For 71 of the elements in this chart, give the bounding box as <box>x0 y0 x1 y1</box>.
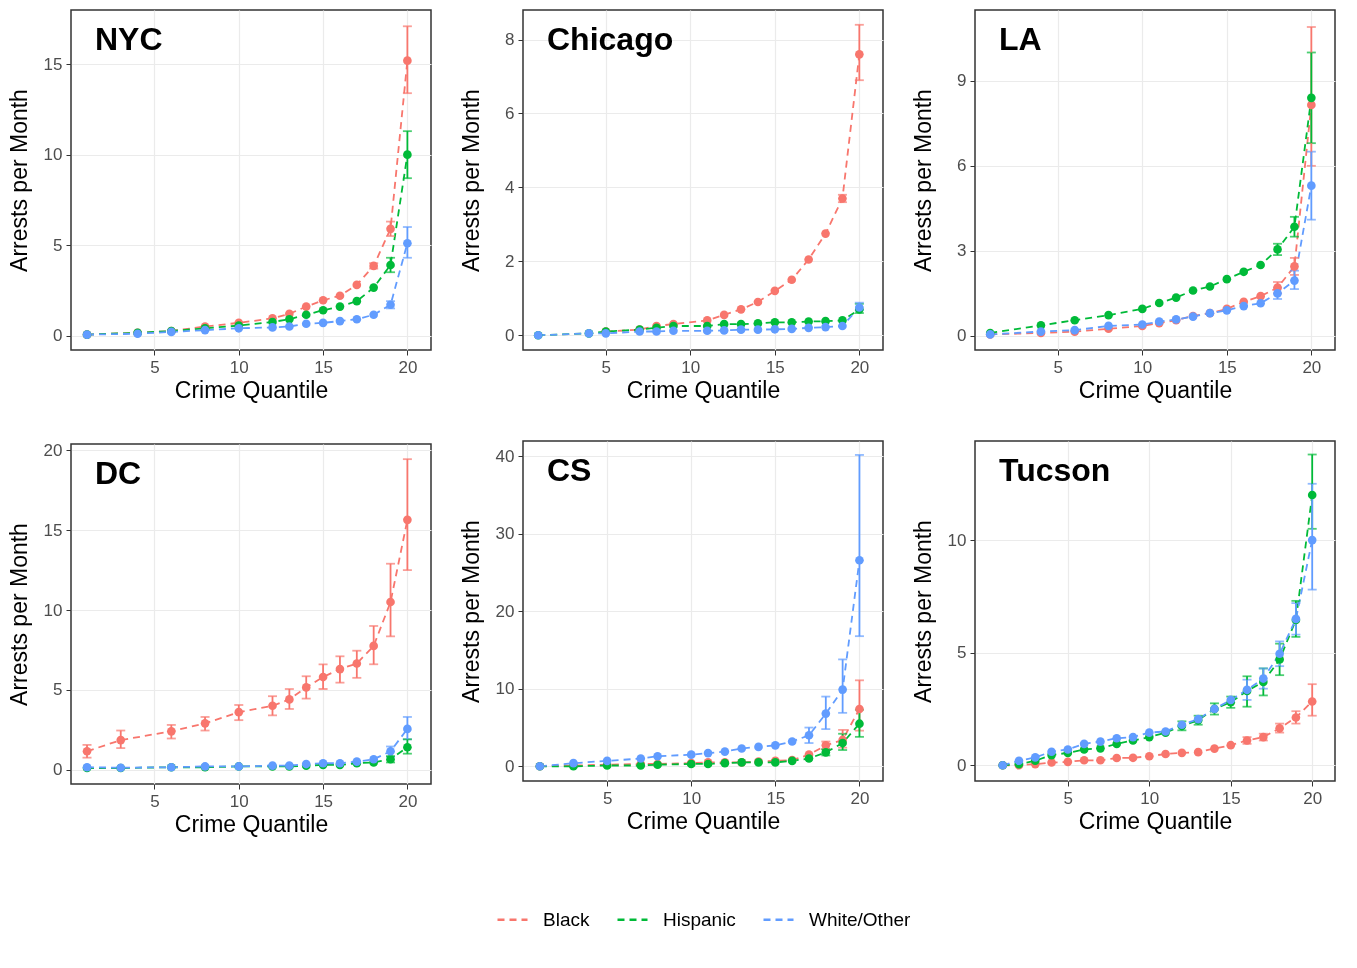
y-axis-title: Arrests per Month <box>457 89 484 272</box>
y-tick-label: 5 <box>957 643 967 663</box>
y-tick-label: 6 <box>957 156 967 176</box>
x-tick-label: 5 <box>150 791 160 811</box>
y-tick-label: 4 <box>505 177 515 197</box>
x-axis-title: Crime Quantile <box>1078 376 1233 403</box>
y-tick-label: 10 <box>43 145 63 165</box>
y-tick-label: 10 <box>495 679 515 699</box>
chart-title: LA <box>999 21 1042 57</box>
y-axis-title: Arrests per Month <box>5 89 32 272</box>
x-axis-title: Crime Quantile <box>1078 807 1233 834</box>
chart-title: CS <box>547 452 592 488</box>
x-tick-label: 5 <box>602 788 613 808</box>
y-tick-label: 10 <box>43 600 63 620</box>
y-tick-label: 9 <box>957 71 967 91</box>
x-tick-label: 20 <box>850 788 870 808</box>
y-tick-label: 0 <box>505 756 515 776</box>
y-tick-label: 0 <box>53 760 63 780</box>
y-tick-label: 0 <box>505 325 515 345</box>
x-tick-label: 10 <box>229 357 249 377</box>
x-tick-label: 5 <box>601 357 612 377</box>
x-tick-label: 20 <box>398 357 418 377</box>
x-axis-title: Crime Quantile <box>626 807 781 834</box>
y-tick-label: 40 <box>495 446 515 466</box>
y-tick-label: 15 <box>43 520 63 540</box>
chart-title: Chicago <box>547 21 674 57</box>
y-tick-label: 0 <box>957 326 967 346</box>
chart-title: Tucson <box>999 452 1111 488</box>
x-tick-label: 15 <box>766 788 786 808</box>
legend-label: Black <box>543 908 590 930</box>
x-tick-label: 10 <box>681 357 701 377</box>
x-tick-label: 10 <box>682 788 702 808</box>
y-tick-label: 6 <box>505 103 515 123</box>
chart-title: NYC <box>95 21 163 57</box>
legend-label: White/Other <box>809 908 912 930</box>
x-axis-title: Crime Quantile <box>174 810 329 837</box>
x-tick-label: 5 <box>1053 357 1064 377</box>
x-tick-label: 20 <box>1302 357 1322 377</box>
y-tick-label: 8 <box>505 30 515 50</box>
x-tick-label: 5 <box>1063 788 1074 808</box>
x-tick-label: 20 <box>850 357 870 377</box>
y-tick-label: 20 <box>43 440 63 460</box>
y-tick-label: 5 <box>53 235 63 255</box>
x-tick-label: 10 <box>1140 788 1160 808</box>
y-axis-title: Arrests per Month <box>5 523 32 706</box>
y-tick-label: 2 <box>505 251 515 271</box>
x-tick-label: 15 <box>765 357 785 377</box>
y-tick-label: 0 <box>957 755 967 775</box>
x-tick-label: 20 <box>398 791 418 811</box>
y-tick-label: 5 <box>53 680 63 700</box>
chart-title: DC <box>95 455 142 491</box>
y-tick-label: 0 <box>53 326 63 346</box>
x-axis-title: Crime Quantile <box>174 376 329 403</box>
x-tick-label: 5 <box>150 357 160 377</box>
x-tick-label: 15 <box>314 357 334 377</box>
x-tick-label: 15 <box>314 791 334 811</box>
y-tick-label: 10 <box>947 530 967 550</box>
y-axis-title: Arrests per Month <box>909 89 936 272</box>
x-tick-label: 20 <box>1303 788 1323 808</box>
y-axis-title: Arrests per Month <box>457 520 484 703</box>
y-tick-label: 15 <box>43 54 63 74</box>
x-tick-label: 10 <box>229 791 249 811</box>
x-tick-label: 15 <box>1217 357 1237 377</box>
x-axis-title: Crime Quantile <box>626 376 781 403</box>
y-tick-label: 3 <box>957 241 967 261</box>
y-axis-title: Arrests per Month <box>909 520 936 703</box>
y-tick-label: 20 <box>495 601 515 621</box>
x-tick-label: 10 <box>1133 357 1153 377</box>
x-tick-label: 15 <box>1221 788 1241 808</box>
legend-label: Hispanic <box>663 908 736 930</box>
y-tick-label: 30 <box>495 524 515 544</box>
